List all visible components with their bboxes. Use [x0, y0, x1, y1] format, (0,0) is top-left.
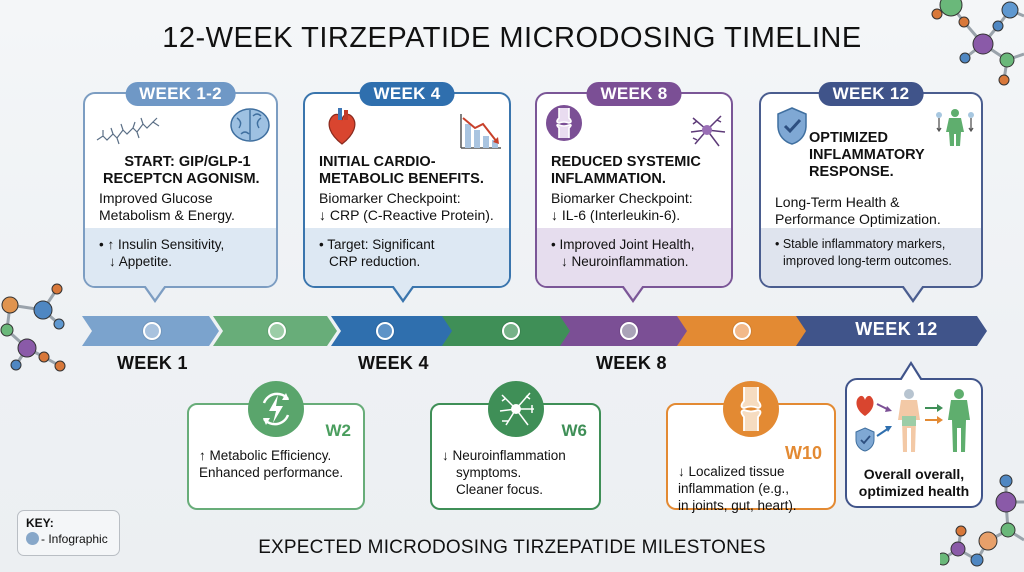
card-heading: START: GIP/GLP-1 RECEPTCN AGONISM.	[103, 154, 260, 187]
card-bullet: • Stable inflammatory markers, improved …	[761, 228, 981, 286]
milestone-text: ↓ Neuroinflammation symptoms. Cleaner fo…	[442, 448, 566, 497]
card-subtext: Long-Term Health & Performance Optimizat…	[775, 194, 941, 227]
milestone-card-week-4: WEEK 4 INITIAL CARDIO- METABOLIC BENEFIT…	[303, 82, 511, 303]
card-bullet: • Target: Significant CRP reduction.	[305, 228, 509, 286]
card-subtext: Improved Glucose Metabolism & Energy.	[99, 190, 235, 223]
milestone-dot[interactable]	[620, 322, 638, 340]
milestone-text: ↓ Localized tissue inflammation (e.g., i…	[678, 464, 797, 513]
timeline-bar: WEEK 12	[82, 316, 987, 346]
card-heading: INITIAL CARDIO- METABOLIC BENEFITS.	[319, 154, 484, 187]
milestone-card-week-12: WEEK 12 OPTIMIZED INFLAMMATORY RESPONSE.…	[759, 82, 983, 303]
week-pill: WEEK 4	[359, 82, 455, 106]
milestone-card-w2: W2 ↑ Metabolic Efficiency. Enhanced perf…	[187, 381, 365, 510]
neuron-icon	[487, 381, 544, 437]
timeline-label-week-1: WEEK 1	[117, 353, 188, 373]
milestone-card-w10: W10 ↓ Localized tissue inflammation (e.g…	[666, 381, 836, 513]
timeline-label-week-4: WEEK 4	[358, 353, 429, 373]
legend-dot-icon	[26, 532, 39, 545]
timeline-segment-week-10	[677, 316, 812, 346]
neuron-icon	[690, 115, 726, 147]
joint-icon	[546, 105, 582, 141]
page-title: 12-WEEK TIRZEPATIDE MICRODOSING TIMELINE	[162, 22, 862, 54]
milestone-dot[interactable]	[502, 322, 520, 340]
card-subtext: Biomarker Checkpoint: ↓ CRP (C-Reactive …	[319, 190, 494, 223]
callout-pointer-fill	[145, 285, 165, 299]
card-heading: OPTIMIZED INFLAMMATORY RESPONSE.	[809, 130, 925, 180]
molecule-decoration-top-right	[931, 0, 1024, 86]
timeline-segment-week-6	[442, 316, 576, 346]
milestone-text: ↑ Metabolic Efficiency. Enhanced perform…	[199, 448, 344, 480]
card-heading: REDUCED SYSTEMIC INFLAMMATION.	[551, 154, 701, 187]
milestone-dot[interactable]	[376, 322, 394, 340]
legend-item: - Infographic	[26, 531, 111, 547]
footer-caption: EXPECTED MICRODOSING TIRZEPATIDE MILESTO…	[258, 537, 766, 558]
timeline-segment-week-4	[331, 316, 458, 346]
shield-check-icon	[777, 107, 807, 145]
health-flow-icon	[855, 389, 970, 452]
molecule-decoration-bottom-right	[940, 474, 1024, 567]
milestone-code: W2	[325, 421, 352, 440]
molecule-decoration-left	[0, 283, 66, 372]
milestone-dot[interactable]	[733, 322, 751, 340]
card-subtext: Biomarker Checkpoint: ↓ IL-6 (Interleuki…	[551, 190, 693, 223]
joint-icon	[723, 381, 779, 437]
week-pill: WEEK 12	[818, 82, 924, 106]
callout-pointer-fill	[393, 285, 413, 299]
heart-icon	[328, 108, 356, 145]
card-bullet: • Improved Joint Health, ↓ Neuroinflamma…	[537, 228, 731, 286]
declining-chart-icon	[460, 114, 501, 149]
milestone-card-w6: W6 ↓ Neuroinflammation symptoms. Cleaner…	[430, 381, 601, 510]
brain-icon	[230, 108, 270, 142]
week-pill: WEEK 1-2	[125, 82, 236, 106]
week-pill: WEEK 8	[586, 82, 682, 106]
milestone-text: Overall overall, optimized health	[858, 466, 970, 499]
callout-pointer-fill	[623, 285, 643, 299]
timeline-end-label: WEEK 12	[855, 319, 938, 339]
lightning-cycle-icon	[248, 381, 304, 437]
molecule-chain-icon	[96, 117, 160, 145]
milestone-dot[interactable]	[143, 322, 161, 340]
legend-title: KEY:	[26, 516, 54, 530]
callout-pointer-fill	[901, 365, 921, 381]
timeline-segment-week-8	[560, 316, 693, 346]
timeline-segment-week-2	[213, 316, 337, 346]
legend-key: KEY: - Infographic	[17, 510, 120, 556]
timeline-segment-week-12: WEEK 12	[796, 316, 987, 346]
milestone-card-overall-health: Overall overall, optimized health	[845, 361, 983, 508]
timeline-segment-week-1	[82, 316, 219, 346]
human-body-icon	[936, 109, 974, 146]
milestone-card-week-8: WEEK 8 REDUCED SYSTEMIC INFLAMMATION. Bi…	[535, 82, 733, 303]
timeline-label-week-8: WEEK 8	[596, 353, 667, 373]
callout-pointer-fill	[903, 285, 923, 299]
milestone-card-week-1-2: WEEK 1-2 START: GIP/GLP-1 RECEPTCN AGONI…	[83, 82, 278, 303]
card-bullet: • ↑ Insulin Sensitivity, ↓ Appetite.	[85, 228, 276, 286]
milestone-code: W10	[784, 443, 822, 463]
milestone-dot[interactable]	[268, 322, 286, 340]
milestone-code: W6	[561, 421, 588, 440]
